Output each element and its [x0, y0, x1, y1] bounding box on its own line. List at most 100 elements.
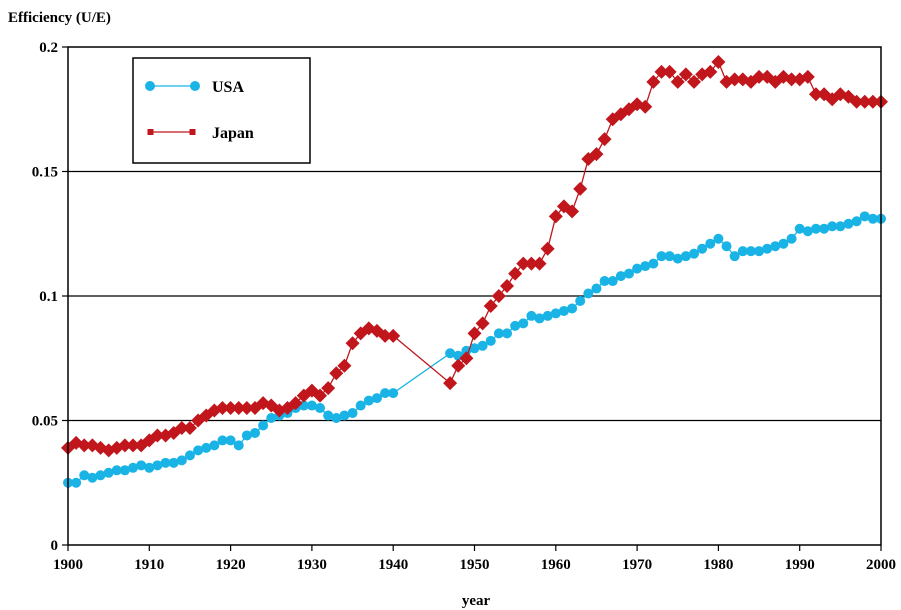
data-point-japan	[174, 420, 189, 435]
data-point-usa	[461, 345, 472, 356]
data-point-usa	[184, 450, 195, 461]
data-point-japan	[313, 388, 328, 403]
data-point-japan	[451, 358, 466, 373]
x-tick-label: 1960	[541, 557, 571, 573]
data-point-usa	[737, 246, 748, 257]
data-point-usa	[664, 251, 675, 262]
data-point-usa	[103, 467, 114, 478]
data-point-japan	[654, 64, 669, 79]
data-point-japan	[565, 204, 580, 219]
data-point-usa	[819, 223, 830, 234]
data-point-usa	[851, 216, 862, 227]
data-point-usa	[583, 288, 594, 299]
x-tick-label: 1930	[297, 557, 327, 573]
data-point-usa	[721, 241, 732, 252]
y-tick-label: 0.05	[32, 414, 58, 430]
data-point-japan	[150, 428, 165, 443]
data-point-usa	[786, 233, 797, 244]
data-point-usa	[843, 218, 854, 229]
series-usa	[63, 211, 886, 488]
data-point-usa	[71, 477, 82, 488]
x-axis-title: year	[462, 593, 491, 609]
x-tick-label: 1920	[216, 557, 246, 573]
data-point-usa	[144, 462, 155, 473]
y-axis-title: Efficiency (U/E)	[8, 10, 111, 26]
data-point-japan	[662, 64, 677, 79]
y-tick-label: 0.1	[39, 289, 58, 305]
x-tick-label: 2000	[866, 557, 896, 573]
data-point-usa	[542, 310, 553, 321]
data-point-usa	[607, 276, 618, 287]
data-point-japan	[475, 316, 490, 331]
x-tick-label: 1990	[785, 557, 815, 573]
data-point-japan	[678, 67, 693, 82]
data-point-usa	[160, 457, 171, 468]
data-point-japan	[784, 72, 799, 87]
data-point-usa	[371, 393, 382, 404]
legend-marker	[190, 81, 200, 91]
data-point-japan	[589, 147, 604, 162]
data-point-usa	[87, 472, 98, 483]
data-point-usa	[689, 248, 700, 259]
data-point-usa	[656, 251, 667, 262]
y-axis-ticks: 0 0.05 0.1 0.15 0.2	[32, 40, 68, 554]
data-point-japan	[223, 401, 238, 416]
x-axis-ticks: 1900 1910 1920 1930 1940 1950 1960 1970 1980 1990…	[53, 545, 896, 573]
data-point-usa	[323, 410, 334, 421]
legend-label: USA	[212, 79, 244, 96]
data-point-usa	[729, 251, 740, 262]
data-point-usa	[339, 410, 350, 421]
data-point-japan	[532, 256, 547, 271]
data-point-usa	[567, 303, 578, 314]
x-tick-label: 1940	[378, 557, 408, 573]
data-point-usa	[859, 211, 870, 222]
data-point-japan	[752, 69, 767, 84]
data-point-usa	[526, 310, 537, 321]
x-tick-label: 1970	[622, 557, 652, 573]
data-point-usa	[217, 435, 228, 446]
data-point-japan	[548, 209, 563, 224]
data-point-usa	[550, 308, 561, 319]
data-point-japan	[182, 420, 197, 435]
data-point-japan	[865, 94, 880, 109]
data-point-usa	[810, 223, 821, 234]
legend-box	[132, 57, 311, 164]
data-point-usa	[119, 465, 130, 476]
data-point-japan	[337, 358, 352, 373]
data-point-usa	[477, 340, 488, 351]
data-point-usa	[778, 238, 789, 249]
legend-item-usa: USA	[145, 79, 244, 96]
legend-marker	[189, 129, 196, 135]
data-point-usa	[705, 238, 716, 249]
plot-frame	[67, 46, 882, 546]
data-point-japan	[386, 328, 401, 343]
data-point-usa	[518, 318, 529, 329]
data-point-usa	[347, 408, 358, 419]
data-point-japan	[77, 438, 92, 453]
y-tick-label: 0	[51, 538, 59, 554]
data-point-usa	[363, 395, 374, 406]
data-point-usa	[201, 442, 212, 453]
data-point-usa	[111, 465, 122, 476]
data-point-japan	[687, 74, 702, 89]
data-point-japan	[345, 336, 360, 351]
data-point-japan	[500, 279, 515, 294]
data-point-usa	[599, 276, 610, 287]
legend-marker	[147, 129, 154, 135]
data-point-japan	[849, 94, 864, 109]
series-japan	[61, 54, 888, 458]
data-point-usa	[445, 348, 456, 359]
y-tick-label: 0.15	[32, 165, 58, 181]
series-layer	[61, 54, 888, 488]
data-point-japan	[288, 396, 303, 411]
gridlines	[68, 170, 881, 422]
data-point-usa	[770, 241, 781, 252]
data-point-usa	[697, 243, 708, 254]
data-point-japan	[329, 366, 344, 381]
data-point-japan	[638, 99, 653, 114]
data-point-japan	[711, 54, 726, 69]
data-point-japan	[703, 64, 718, 79]
data-point-usa	[867, 213, 878, 224]
data-point-japan	[467, 326, 482, 341]
data-point-usa	[745, 246, 756, 257]
